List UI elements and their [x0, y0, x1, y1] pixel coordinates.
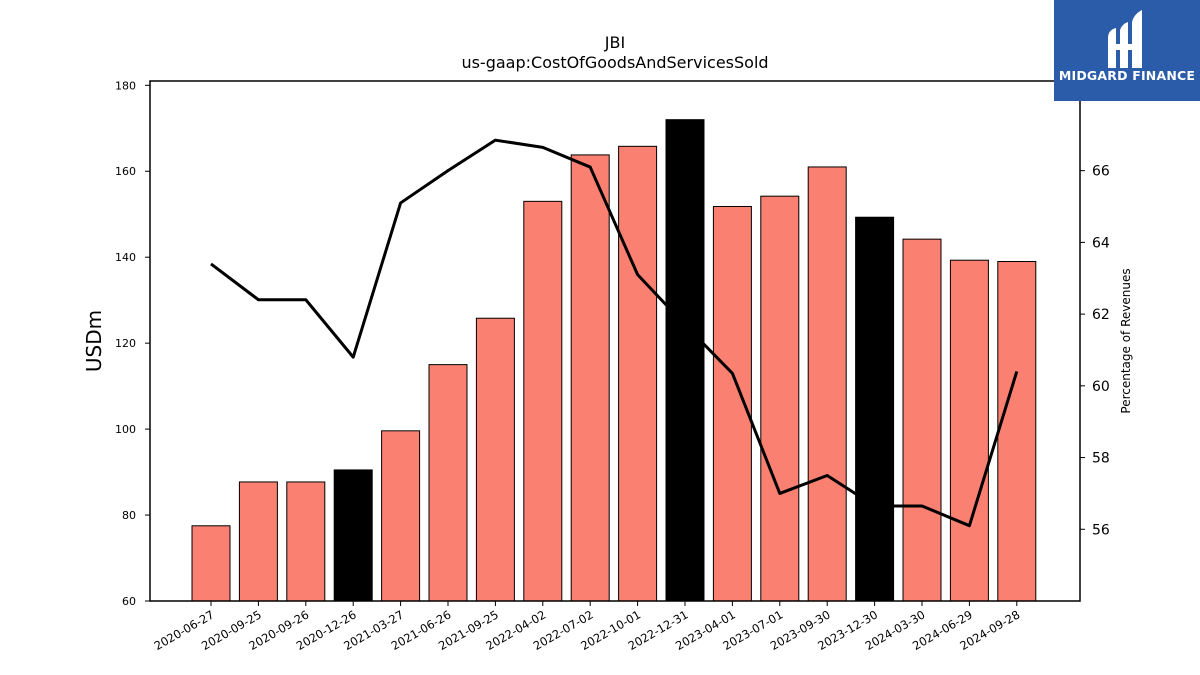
midgard-logo-icon: [1108, 10, 1142, 68]
bar-2024-06-29: [949, 259, 989, 602]
bar-2024-09-28: [997, 260, 1037, 602]
bar-2021-09-25: [475, 317, 515, 602]
y2-tick-label: 64: [1092, 235, 1110, 251]
plot-frame: [149, 80, 1081, 602]
logo-text: MIDGARD FINANCE: [1058, 68, 1196, 83]
y-tick-label: 120: [115, 337, 136, 350]
bar-2022-04-02: [523, 200, 563, 602]
y2-tick-label: 62: [1092, 307, 1110, 323]
bar-2023-09-30: [807, 166, 847, 602]
bar-2020-09-26: [286, 481, 326, 602]
y-tick-label: 60: [122, 595, 136, 608]
bar-2020-06-27: [191, 525, 231, 602]
y-tick-label: 180: [115, 79, 136, 92]
chart-subtitle: us-gaap:CostOfGoodsAndServicesSold: [461, 53, 768, 72]
y2-tick-label: 66: [1092, 164, 1110, 180]
bar-2021-06-26: [428, 364, 468, 602]
y-tick-label: 100: [115, 423, 136, 436]
y-tick-label: 80: [122, 509, 136, 522]
y-axis-label: USDm: [82, 310, 106, 372]
y2-axis: 56 58 60 62 64 66: [1080, 164, 1110, 538]
bar-2023-12-30: [855, 216, 895, 602]
percentage-line: [210, 138, 1019, 528]
y-tick-label: 140: [115, 251, 136, 264]
x-axis: 2020-06-272020-09-252020-09-262020-12-26…: [152, 601, 1022, 653]
midgard-finance-logo: MIDGARD FINANCE: [1054, 0, 1200, 101]
bar-series: [191, 119, 1037, 602]
y2-tick-label: 60: [1092, 379, 1110, 395]
bar-2020-12-26: [333, 469, 373, 602]
bar-2021-03-27: [381, 430, 421, 602]
bar-2023-07-01: [760, 195, 800, 602]
bar-2020-09-25: [238, 481, 278, 602]
y2-tick-label: 58: [1092, 451, 1110, 467]
y2-axis-label: Percentage of Revenues: [1119, 268, 1133, 413]
bar-2022-12-31: [665, 119, 705, 602]
bar-2024-03-30: [902, 238, 942, 602]
chart-title: JBI: [604, 33, 625, 52]
y-axis: 60 80 100 120 140 160 180: [115, 79, 150, 608]
bar-2022-07-02: [570, 154, 610, 602]
y2-tick-label: 56: [1092, 522, 1110, 538]
line-series: [210, 138, 1019, 528]
y-tick-label: 160: [115, 165, 136, 178]
bar-2022-10-01: [618, 145, 658, 602]
